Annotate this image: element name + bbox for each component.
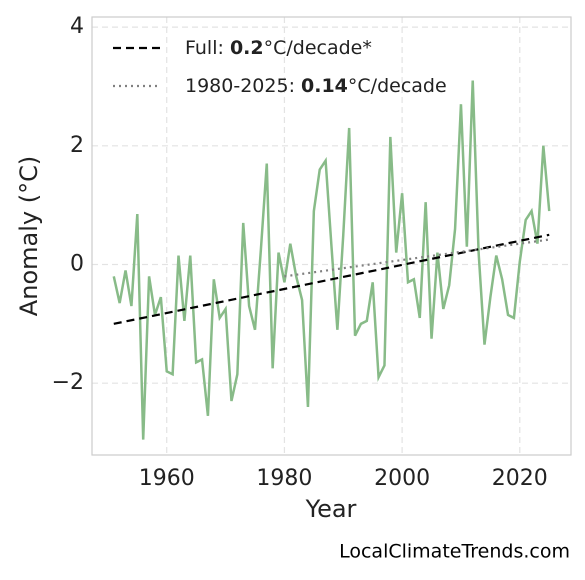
x-tick-label: 1980 <box>256 466 312 491</box>
legend-part: Full: <box>185 37 230 59</box>
x-tick-label: 2020 <box>492 466 548 491</box>
source: LocalClimateTrends.com <box>339 541 570 563</box>
y-axis-label: Anomaly (°C) <box>15 156 43 316</box>
legend-part: °C/decade* <box>264 37 372 59</box>
legend-part: 1980-2025: <box>185 75 301 97</box>
y-tick-label: 4 <box>70 14 84 39</box>
y-tick-label: 2 <box>70 133 84 158</box>
y-tick-label: −2 <box>52 370 84 395</box>
legend-part: °C/decade <box>348 75 447 97</box>
legend-part: 0.2 <box>230 37 264 59</box>
y-tick-label: 0 <box>70 251 84 276</box>
x-axis-label: Year <box>305 495 357 523</box>
series-line <box>284 238 550 278</box>
x-tick-label: 1960 <box>139 466 195 491</box>
plot-frame <box>91 16 572 456</box>
series-line <box>113 233 550 325</box>
legend-label: 1980-2025: 0.14°C/decade <box>185 75 447 97</box>
legend-label: Full: 0.2°C/decade* <box>185 37 372 59</box>
legend-part: 0.14 <box>301 75 348 97</box>
x-tick-label: 2000 <box>374 466 430 491</box>
series-line <box>112 80 551 440</box>
